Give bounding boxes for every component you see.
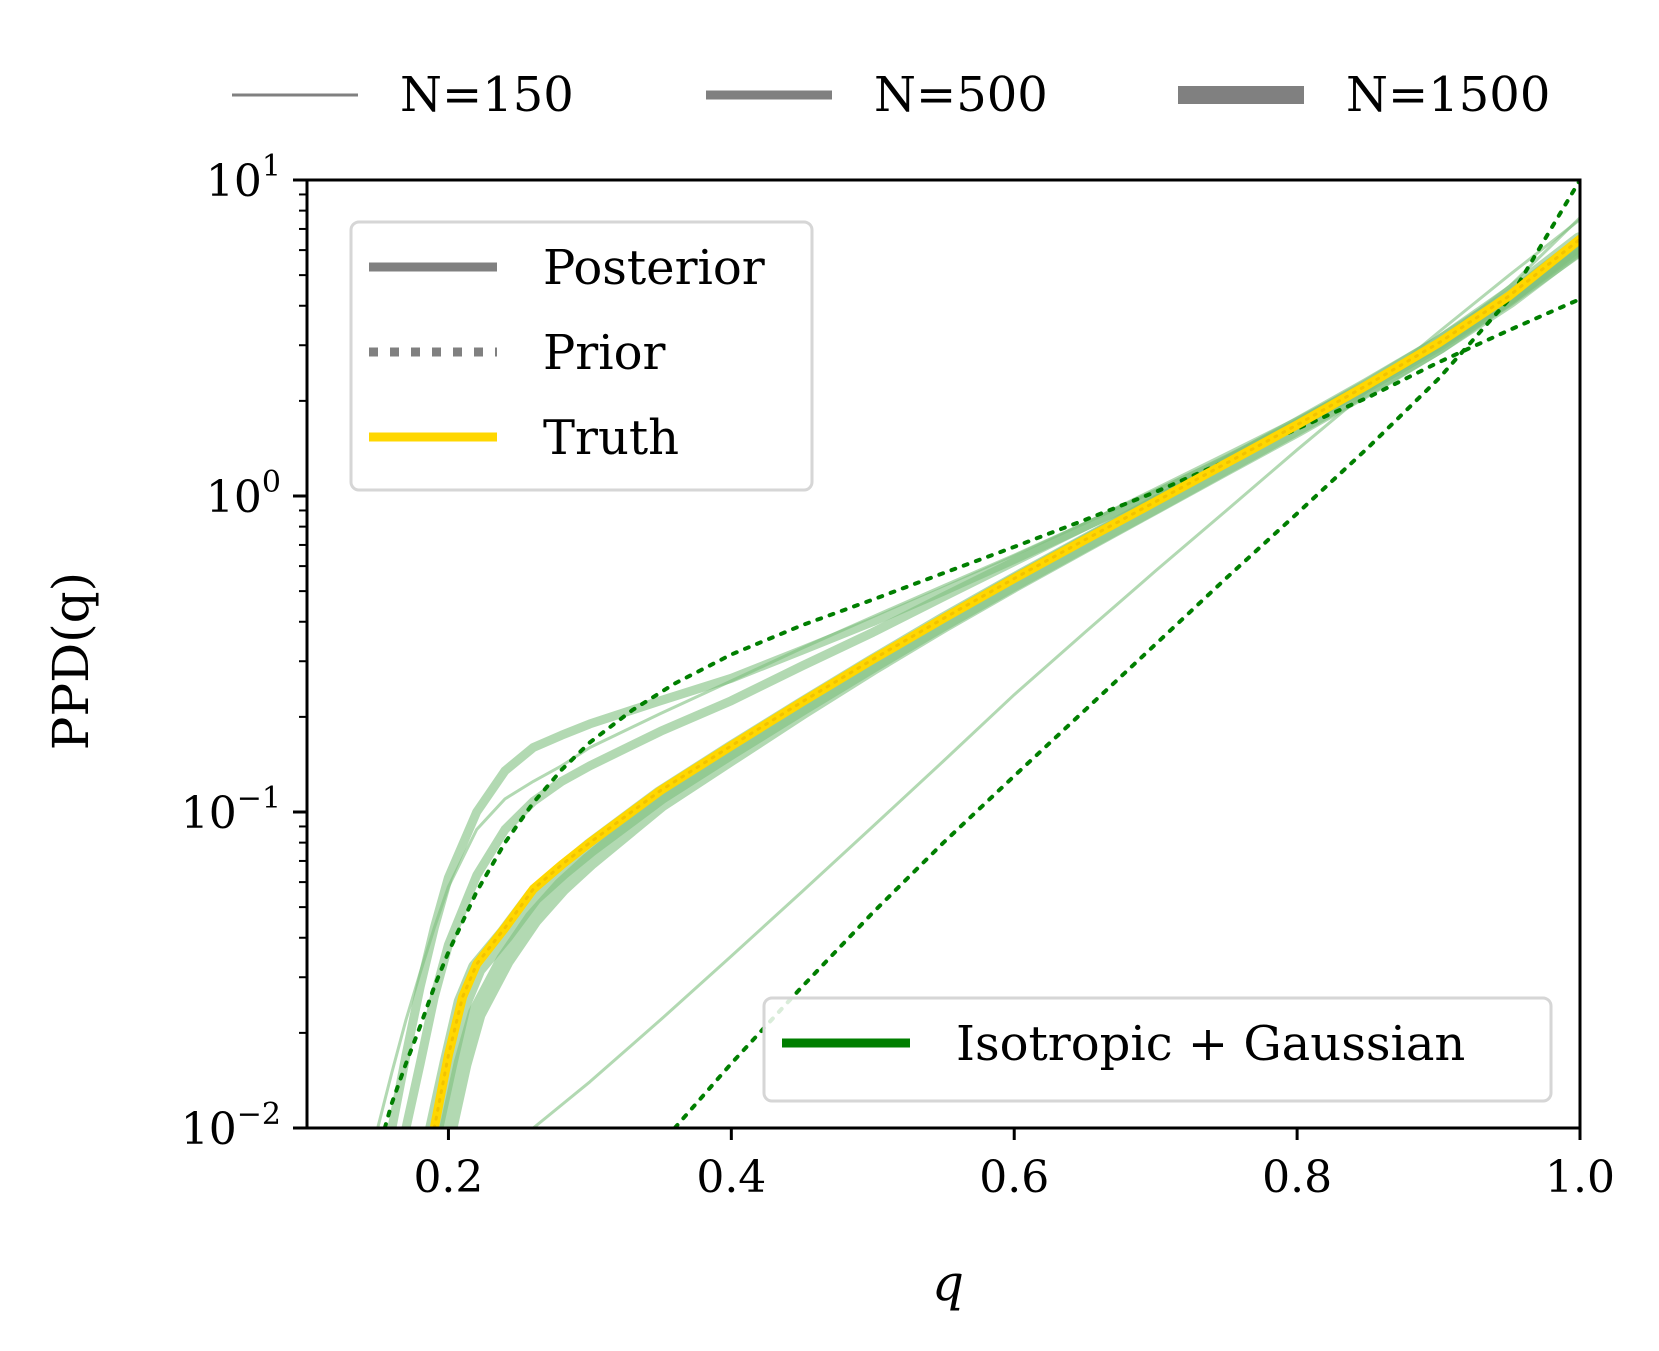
plot-frame: [305, 178, 1582, 1130]
y-axis-label-text: PPD(q): [42, 572, 100, 750]
model-legend-box: [762, 996, 1553, 1103]
truth-curve-texture: [432, 237, 1580, 1128]
axes: [305, 178, 1582, 1130]
x-tick-label: 1.0: [1545, 1152, 1615, 1203]
size-legend-label: N=500: [874, 67, 1048, 123]
style-legend-label: Truth: [543, 410, 679, 466]
style-legend: Posterior Prior Truth: [349, 220, 814, 492]
y-tick-exponent: −1: [237, 781, 281, 816]
y-tick-exponent: −2: [237, 1097, 281, 1132]
x-tick-label: 0.2: [413, 1152, 483, 1203]
size-legend-label: N=1500: [1346, 67, 1550, 123]
model-legend-label: Isotropic + Gaussian: [956, 1016, 1465, 1072]
y-tick-exponent: 1: [262, 149, 281, 184]
y-tick-base: 10: [181, 788, 237, 839]
y-tick-base: 10: [181, 1104, 237, 1155]
series-prior-8: [672, 180, 1580, 1128]
y-tick-label: 101: [206, 149, 281, 207]
truth-curve: [429, 234, 1580, 1128]
x-axis-label: q: [932, 1254, 964, 1312]
size-legend-label: N=150: [400, 67, 574, 123]
x-tick-label: 0.4: [696, 1152, 766, 1203]
x-tick-label: 0.8: [1262, 1152, 1332, 1203]
size-legend: N=150 N=500 N=1500: [232, 67, 1550, 123]
x-tick-label: 0.6: [979, 1152, 1049, 1203]
prior-curves: [382, 180, 1580, 1128]
y-axis-label: PPD(q): [42, 572, 100, 750]
series-prior-7: [382, 297, 1580, 1128]
y-tick-label: 10−2: [181, 1097, 281, 1155]
model-legend: Isotropic + Gaussian: [762, 996, 1553, 1103]
style-legend-label: Posterior: [543, 240, 765, 296]
style-legend-label: Prior: [543, 325, 665, 381]
style-legend-box: [349, 220, 814, 492]
y-tick-exponent: 0: [262, 465, 281, 500]
y-tick-label: 100: [206, 465, 281, 523]
y-tick-base: 10: [206, 156, 262, 207]
y-tick-label: 10−1: [181, 781, 281, 839]
y-tick-base: 10: [206, 472, 262, 523]
